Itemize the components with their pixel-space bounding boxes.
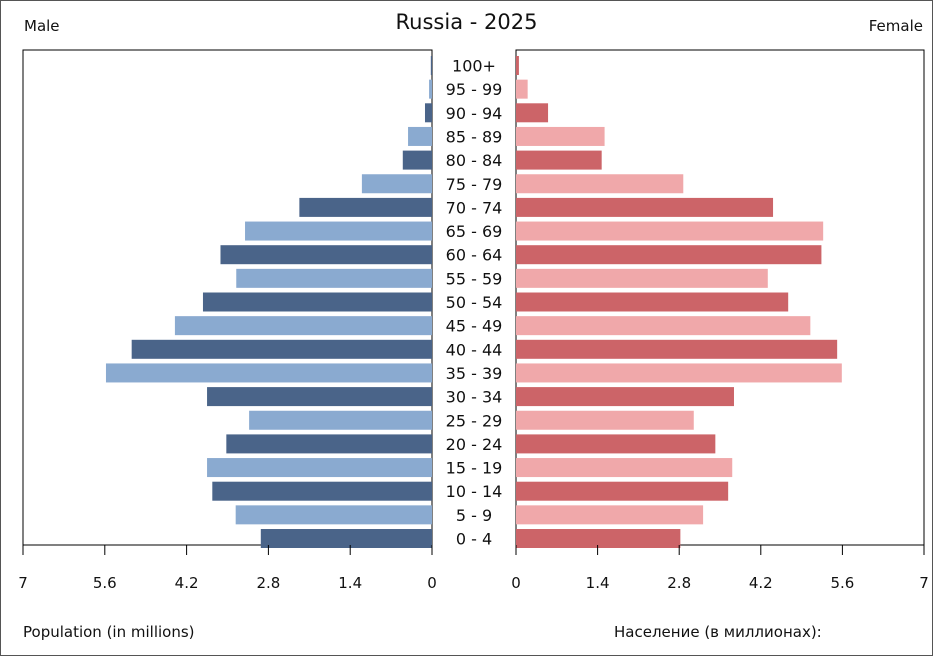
x-axis-label-left: Population (in millions) — [23, 623, 195, 641]
female-bar-10 — [516, 292, 789, 312]
male-bar-6 — [299, 197, 432, 217]
age-group-label-6: 70 - 74 — [446, 198, 503, 217]
female-bar-18 — [516, 481, 729, 501]
female-bar-5 — [516, 174, 684, 194]
age-group-label-17: 15 - 19 — [446, 459, 503, 478]
male-bar-19 — [235, 505, 432, 525]
female-bar-6 — [516, 197, 774, 217]
male-bar-16 — [226, 434, 432, 454]
male-bar-12 — [131, 339, 433, 359]
male-bar-10 — [202, 292, 432, 312]
x-tick-label-left-2: 4.2 — [175, 574, 199, 592]
female-bar-9 — [516, 268, 768, 288]
age-group-label-0: 100+ — [452, 57, 496, 76]
age-group-label-7: 65 - 69 — [446, 222, 503, 241]
x-tick-label-left-5: 0 — [427, 574, 437, 592]
age-group-label-12: 40 - 44 — [446, 340, 503, 359]
male-bar-13 — [105, 363, 433, 383]
female-bar-15 — [516, 410, 694, 430]
female-bar-16 — [516, 434, 716, 454]
male-bar-11 — [174, 316, 432, 336]
age-group-label-18: 10 - 14 — [446, 482, 503, 501]
male-bar-7 — [245, 221, 432, 241]
age-group-label-16: 20 - 24 — [446, 435, 503, 454]
age-group-label-13: 35 - 39 — [446, 364, 503, 383]
female-bar-8 — [516, 245, 822, 265]
male-bar-15 — [249, 410, 432, 430]
female-bar-2 — [516, 103, 549, 123]
female-bar-19 — [516, 505, 704, 525]
female-bar-13 — [516, 363, 842, 383]
female-bar-12 — [516, 339, 838, 359]
female-bar-1 — [516, 79, 528, 99]
age-group-label-2: 90 - 94 — [446, 104, 503, 123]
female-bar-11 — [516, 316, 811, 336]
female-bar-20 — [516, 529, 681, 548]
age-group-label-19: 5 - 9 — [456, 506, 492, 525]
x-tick-label-right-4: 5.6 — [830, 574, 854, 592]
x-axis-label-right: Население (в миллионах): — [614, 623, 822, 641]
male-bar-9 — [236, 268, 432, 288]
male-bar-3 — [408, 126, 432, 146]
male-bar-14 — [207, 387, 432, 407]
x-tick-label-left-4: 1.4 — [338, 574, 362, 592]
female-bar-4 — [516, 150, 602, 170]
age-group-label-20: 0 - 4 — [456, 530, 492, 549]
female-bar-7 — [516, 221, 824, 241]
male-bar-0 — [430, 56, 432, 75]
x-tick-label-right-5: 7 — [919, 574, 929, 592]
age-group-label-1: 95 - 99 — [446, 80, 503, 99]
female-bar-0 — [516, 56, 519, 75]
age-group-label-9: 55 - 59 — [446, 269, 503, 288]
x-tick-label-right-1: 1.4 — [586, 574, 610, 592]
female-label: Female — [868, 17, 923, 35]
male-bar-2 — [424, 103, 432, 123]
chart-title: Russia - 2025 — [395, 10, 538, 34]
age-group-label-3: 85 - 89 — [446, 127, 503, 146]
x-tick-label-right-2: 2.8 — [667, 574, 691, 592]
male-bar-8 — [220, 245, 432, 265]
age-group-label-10: 50 - 54 — [446, 293, 503, 312]
x-tick-label-left-0: 7 — [18, 574, 28, 592]
age-group-label-15: 25 - 29 — [446, 411, 503, 430]
male-bar-17 — [207, 458, 432, 478]
male-bar-18 — [212, 481, 432, 501]
male-bar-5 — [361, 174, 432, 194]
male-bar-4 — [402, 150, 432, 170]
x-tick-label-left-1: 5.6 — [93, 574, 117, 592]
male-bar-20 — [260, 529, 432, 548]
x-tick-label-right-0: 0 — [511, 574, 521, 592]
x-tick-label-left-3: 2.8 — [256, 574, 280, 592]
female-bar-17 — [516, 458, 733, 478]
female-bar-14 — [516, 387, 734, 407]
age-group-label-14: 30 - 34 — [446, 388, 503, 407]
x-tick-label-right-3: 4.2 — [749, 574, 773, 592]
male-bar-1 — [429, 79, 432, 99]
male-label: Male — [24, 17, 60, 35]
female-bar-3 — [516, 126, 605, 146]
age-group-label-11: 45 - 49 — [446, 317, 503, 336]
age-group-label-4: 80 - 84 — [446, 151, 503, 170]
age-group-label-5: 75 - 79 — [446, 175, 503, 194]
age-group-label-8: 60 - 64 — [446, 246, 503, 265]
